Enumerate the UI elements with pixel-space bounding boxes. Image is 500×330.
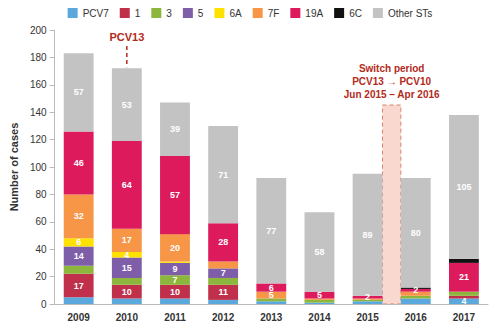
svg-text:2017: 2017: [453, 312, 476, 323]
svg-text:100: 100: [30, 162, 47, 173]
svg-text:10: 10: [122, 287, 132, 297]
svg-text:6: 6: [76, 237, 81, 247]
svg-text:57: 57: [74, 87, 84, 97]
svg-text:5: 5: [317, 290, 322, 300]
svg-text:21: 21: [459, 272, 469, 282]
svg-text:32: 32: [74, 211, 84, 221]
svg-text:11: 11: [218, 287, 228, 297]
svg-text:60: 60: [35, 216, 47, 227]
svg-text:2013: 2013: [260, 312, 283, 323]
svg-text:105: 105: [456, 182, 471, 192]
svg-text:58: 58: [314, 247, 324, 257]
svg-text:2: 2: [365, 292, 370, 302]
svg-text:120: 120: [30, 134, 47, 145]
svg-text:7: 7: [221, 268, 226, 278]
svg-text:77: 77: [266, 226, 276, 236]
svg-text:Other STs: Other STs: [388, 8, 432, 19]
svg-text:5: 5: [198, 8, 204, 19]
svg-text:2009: 2009: [68, 312, 91, 323]
svg-text:71: 71: [218, 170, 228, 180]
svg-text:180: 180: [30, 52, 47, 63]
svg-text:2012: 2012: [212, 312, 235, 323]
svg-text:160: 160: [30, 79, 47, 90]
svg-text:6A: 6A: [229, 8, 242, 19]
svg-text:7F: 7F: [268, 8, 280, 19]
svg-text:PCV13 → PCV10: PCV13 → PCV10: [352, 76, 431, 87]
svg-text:Jun 2015 – Apr 2016: Jun 2015 – Apr 2016: [344, 89, 440, 100]
svg-text:140: 140: [30, 107, 47, 118]
svg-text:Switch period: Switch period: [359, 63, 425, 74]
svg-text:PCV7: PCV7: [83, 8, 110, 19]
svg-text:200: 200: [30, 25, 47, 36]
svg-text:40: 40: [35, 244, 47, 255]
svg-text:19A: 19A: [305, 8, 323, 19]
svg-text:Number of cases: Number of cases: [8, 123, 20, 212]
svg-text:3: 3: [166, 8, 172, 19]
svg-text:20: 20: [35, 271, 47, 282]
svg-text:2016: 2016: [405, 312, 428, 323]
svg-text:20: 20: [170, 243, 180, 253]
svg-text:28: 28: [218, 237, 228, 247]
svg-text:80: 80: [35, 189, 47, 200]
svg-text:2010: 2010: [116, 312, 139, 323]
svg-text:5: 5: [268, 290, 274, 301]
svg-text:10: 10: [170, 287, 180, 297]
svg-text:17: 17: [122, 235, 132, 245]
svg-text:7: 7: [172, 275, 177, 285]
svg-text:80: 80: [411, 228, 421, 238]
svg-text:1: 1: [135, 8, 141, 19]
svg-text:4: 4: [461, 296, 466, 306]
svg-text:4: 4: [124, 250, 129, 260]
svg-text:46: 46: [74, 158, 84, 168]
svg-text:15: 15: [122, 263, 132, 273]
svg-text:9: 9: [172, 264, 177, 274]
svg-text:6C: 6C: [349, 8, 362, 19]
svg-text:2011: 2011: [164, 312, 186, 323]
svg-text:2014: 2014: [308, 312, 331, 323]
svg-text:89: 89: [363, 230, 373, 240]
svg-text:2: 2: [413, 285, 418, 295]
svg-text:57: 57: [170, 190, 180, 200]
svg-text:6: 6: [269, 283, 274, 293]
svg-text:53: 53: [122, 100, 132, 110]
svg-text:2015: 2015: [356, 312, 379, 323]
svg-text:64: 64: [122, 180, 132, 190]
svg-text:14: 14: [74, 251, 84, 261]
svg-text:0: 0: [41, 299, 47, 310]
svg-text:39: 39: [170, 124, 180, 134]
svg-text:PCV13: PCV13: [109, 31, 144, 43]
svg-text:17: 17: [74, 281, 84, 291]
